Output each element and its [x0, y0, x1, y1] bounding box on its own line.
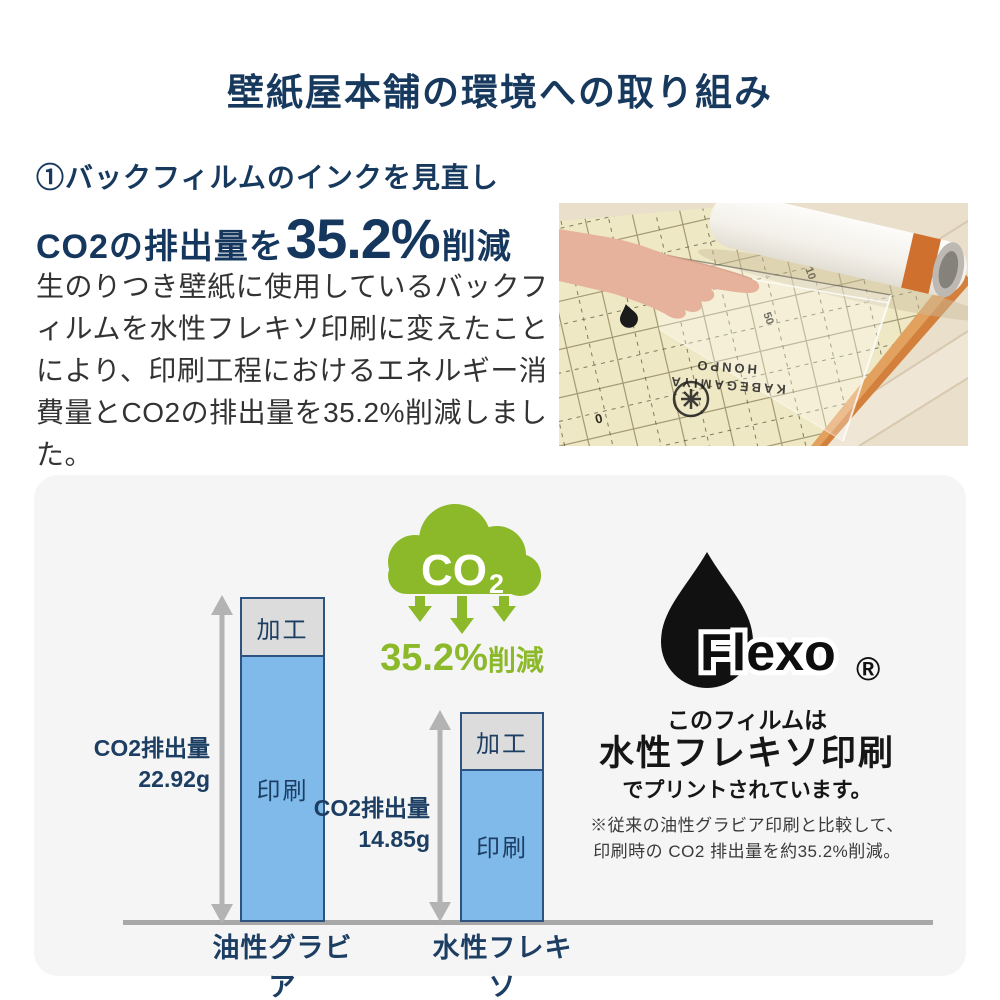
kabegamiya-logo-icon	[672, 380, 710, 418]
co2-cloud-icon: CO 2	[388, 504, 541, 634]
page-title: 壁紙屋本舗の環境への取り組み	[227, 72, 773, 113]
flexo-caption-line3: でプリントされています。	[622, 779, 872, 802]
headline-prefix: CO2の排出量を	[36, 228, 284, 266]
reduction-value: 35.2%	[380, 637, 488, 679]
bar-segment-printing: 印刷	[460, 771, 544, 922]
total-caption: CO2排出量	[93, 735, 210, 761]
co2-reduction-headline: CO2の排出量を 35.2% 削減	[36, 206, 512, 271]
wallpaper-orange-edge	[811, 267, 968, 446]
bar-water-flexo: 加工 印刷	[460, 712, 544, 922]
reduction-badge-text: 35.2% 削減	[367, 637, 557, 680]
total-label-water-flexo: CO2排出量 14.85g	[274, 793, 430, 855]
headline-percentage: 35.2%	[285, 207, 441, 270]
segment-label: 印刷	[476, 835, 528, 862]
hand	[559, 229, 760, 319]
bar-segment-processing: 加工	[240, 597, 325, 657]
down-arrow-icon	[408, 596, 432, 622]
reduction-suffix: 削減	[487, 645, 544, 676]
film-brand-text: HONPO	[694, 358, 758, 377]
down-arrow-icon	[450, 596, 474, 634]
flexo-caption-line1: このフィルムは	[666, 707, 828, 733]
flexo-footnote-line1: ※従来の油性グラビア印刷と比較して、	[590, 816, 904, 835]
total-caption: CO2排出量	[313, 795, 430, 821]
flexo-droplet-print-icon	[619, 304, 638, 328]
wallpaper-roll	[709, 203, 967, 298]
headline-suffix: 削減	[441, 228, 512, 266]
measure-arrow-left	[211, 595, 233, 924]
flexo-logo-text: Flexo	[700, 624, 836, 682]
registered-mark: ®	[856, 650, 880, 687]
category-water-flexo: 水性フレキソ	[432, 933, 573, 1000]
section-heading: ①バックフィルムのインクを見直し	[36, 162, 499, 193]
segment-label: 印刷	[256, 778, 309, 805]
flexo-caption-line2: 水性フレキソ印刷	[598, 734, 895, 773]
down-arrow-icon	[492, 596, 516, 622]
bar-segment-processing: 加工	[460, 712, 544, 771]
segment-label: 加工	[256, 616, 309, 644]
grid-number: 10	[802, 266, 817, 282]
product-photo: 0 10 50 KABEGAMIYA	[559, 203, 968, 446]
cloud-co-text: CO	[421, 546, 487, 595]
roll-shadow	[697, 248, 968, 322]
segment-label: 加工	[476, 731, 528, 758]
comparison-panel: 加工 印刷 加工 印刷 CO2排出量	[34, 475, 966, 1000]
measure-arrow-right	[429, 710, 451, 922]
bar-segment-printing: 印刷	[240, 657, 325, 922]
flexo-logo: Flexo ®	[661, 552, 880, 688]
flexo-footnote-line2: 印刷時の CO2 排出量を約35.2%削減。	[593, 842, 901, 861]
flexo-droplet-icon	[661, 552, 753, 688]
grid-number: 50	[760, 311, 775, 327]
total-value: 22.92g	[138, 766, 210, 792]
cloud-sub-text: 2	[489, 569, 504, 599]
chart-baseline	[123, 920, 933, 925]
category-oil-gravure: 油性グラビア	[212, 933, 353, 1000]
total-value: 14.85g	[358, 826, 430, 852]
total-label-oil-gravure: CO2排出量 22.92g	[54, 733, 210, 795]
grid-number: 0	[594, 410, 604, 426]
intro-paragraph: 生のりつき壁紙に使用しているバックフィルムを水性フレキソ印刷に変えたことにより、…	[36, 271, 549, 470]
bar-oil-gravure: 加工 印刷	[240, 597, 325, 922]
